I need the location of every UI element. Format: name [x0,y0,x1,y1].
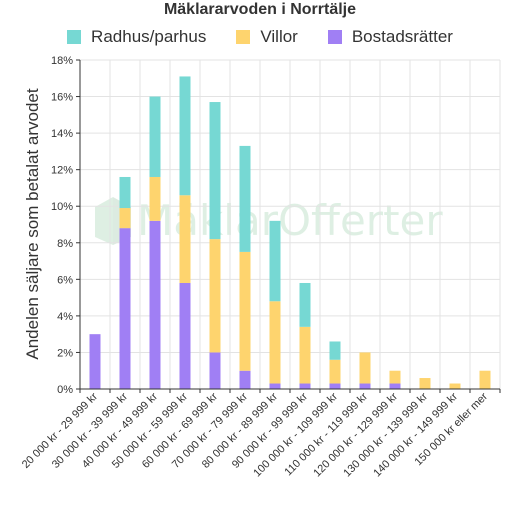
bar-segment[interactable] [299,383,311,389]
bar-segment[interactable] [359,352,371,384]
bar-segment[interactable] [209,352,221,389]
y-tick-label: 8% [57,238,73,250]
y-tick-label: 0% [57,384,73,396]
bar-segment[interactable] [119,208,131,229]
bar-segment[interactable] [149,176,161,221]
y-tick-label: 10% [51,201,73,213]
legend-swatch-bostadsratter [327,30,342,44]
y-tick-label: 12% [51,165,73,177]
legend: Radhus/parhus Villor Bostadsrätter [0,27,520,47]
legend-item-radhus[interactable]: Radhus/parhus [67,27,206,47]
bar-segment[interactable] [209,239,221,353]
bar-segment[interactable] [239,370,251,389]
bar-segment[interactable] [359,383,371,389]
bar-segment[interactable] [419,378,431,389]
bar-segment[interactable] [389,383,401,389]
chart-title: Mäklararvoden i Norrtälje [163,1,357,18]
bar-segment[interactable] [239,145,251,252]
bar-segment[interactable] [179,76,191,196]
y-tick-label: 16% [51,92,73,104]
legend-swatch-villor [236,30,251,44]
bar-layer [89,76,491,389]
y-tick-label: 6% [57,274,73,286]
bar-segment[interactable] [119,228,131,389]
y-tick-label: 18% [51,55,73,67]
axes [76,59,501,393]
bar-segment[interactable] [149,96,161,177]
bar-segment[interactable] [479,370,491,389]
bar-segment[interactable] [239,251,251,371]
legend-label-villor: Villor [260,27,298,46]
legend-label-bostadsratter: Bostadsrätter [351,27,453,46]
bar-segment[interactable] [269,220,281,302]
bar-segment[interactable] [329,341,341,360]
y-tick-labels: 0% 2% 4% 6% 8% 10% 12% 14% 16% 18% [51,55,73,396]
bar-segment[interactable] [299,326,311,384]
legend-swatch-radhus [67,30,82,44]
bar-segment[interactable] [269,301,281,384]
bar-segment[interactable] [269,383,281,389]
grid-lines [79,59,501,390]
y-tick-label: 2% [57,347,73,359]
y-tick-label: 4% [57,311,73,323]
bar-segment[interactable] [179,282,191,389]
bar-segment[interactable] [209,102,221,240]
bar-segment[interactable] [449,383,461,389]
bar-segment[interactable] [89,334,101,389]
legend-item-villor[interactable]: Villor [236,27,298,47]
bar-segment[interactable] [329,359,341,384]
bar-segment[interactable] [149,220,161,389]
legend-item-bostadsratter[interactable]: Bostadsrätter [327,27,453,47]
bar-segment[interactable] [119,176,131,209]
bar-segment[interactable] [389,370,401,384]
legend-label-radhus: Radhus/parhus [91,27,207,46]
y-tick-label: 14% [51,128,73,140]
bar-segment[interactable] [329,383,341,389]
bar-segment[interactable] [179,195,191,283]
bar-segment[interactable] [299,282,311,327]
